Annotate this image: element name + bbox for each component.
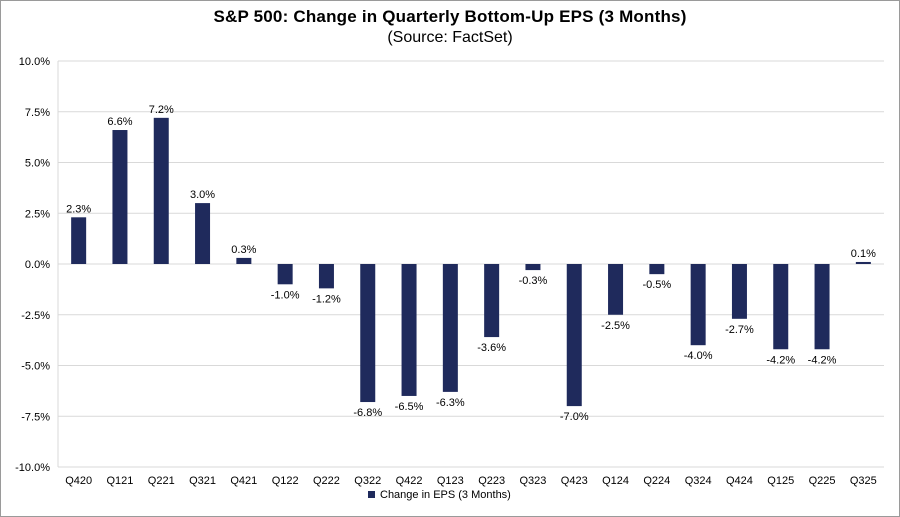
data-label: -2.7% [725, 324, 754, 336]
y-tick-label: 5.0% [25, 158, 50, 170]
data-label: -4.2% [766, 354, 795, 366]
bar [318, 264, 334, 289]
gridlines [57, 60, 884, 468]
bar [484, 264, 500, 338]
x-tick-label: Q420 [65, 475, 92, 487]
data-label: -1.2% [312, 293, 341, 305]
data-label: -6.8% [353, 407, 382, 419]
bar [112, 130, 128, 264]
bar [277, 264, 293, 285]
x-tick-label: Q124 [602, 475, 629, 487]
y-tick-label: -5.0% [21, 361, 50, 373]
y-tick-label: 0.0% [25, 259, 50, 271]
x-tick-label: Q324 [685, 475, 712, 487]
x-tick-label: Q123 [437, 475, 464, 487]
data-label: -4.0% [684, 350, 713, 362]
x-axis-tick-labels: Q420 Q121 Q221 Q321 Q421 Q122 Q222 Q322 Q422 Q123… [65, 475, 877, 487]
chart-title: S&P 500: Change in Quarterly Bottom-Up E… [213, 7, 687, 26]
x-tick-label: Q223 [478, 475, 505, 487]
bar [649, 264, 665, 275]
bar [608, 264, 624, 315]
x-tick-label: Q322 [354, 475, 381, 487]
bar [566, 264, 582, 407]
data-label: -1.0% [271, 289, 300, 301]
x-tick-label: Q122 [272, 475, 299, 487]
bar [401, 264, 417, 396]
data-labels: 2.3% 6.6% 7.2% 3.0% 0.3% -1.0% -1.2% -6.8% -6.5%… [66, 104, 876, 423]
data-label: 7.2% [149, 104, 174, 116]
data-label: -3.6% [477, 342, 506, 354]
x-tick-label: Q423 [561, 475, 588, 487]
bar [195, 203, 211, 264]
legend-swatch [368, 491, 375, 498]
bar [153, 117, 169, 264]
x-tick-label: Q121 [106, 475, 133, 487]
bar [236, 257, 252, 264]
data-label: 2.3% [66, 203, 91, 215]
y-axis-tick-labels: 10.0% 7.5% 5.0% 2.5% 0.0% -2.5% -5.0% -7.5% -10.… [15, 56, 50, 474]
legend: Change in EPS (3 Months) [368, 489, 511, 501]
y-tick-label: -2.5% [21, 310, 50, 322]
data-label: -6.5% [395, 401, 424, 413]
data-label: -6.3% [436, 397, 465, 409]
bar [360, 264, 376, 403]
chart-subtitle: (Source: FactSet) [387, 29, 513, 46]
data-label: 0.1% [851, 248, 876, 260]
y-tick-label: -7.5% [21, 411, 50, 423]
x-tick-label: Q323 [519, 475, 546, 487]
x-tick-label: Q222 [313, 475, 340, 487]
data-label: -0.5% [642, 279, 671, 291]
bar [773, 264, 789, 350]
y-tick-label: 2.5% [25, 208, 50, 220]
data-label: -4.2% [808, 354, 837, 366]
x-tick-label: Q424 [726, 475, 753, 487]
x-tick-label: Q224 [643, 475, 670, 487]
bars [71, 117, 871, 407]
data-label: -0.3% [519, 275, 548, 287]
chart-header: S&P 500: Change in Quarterly Bottom-Up E… [0, 6, 900, 48]
bar [525, 264, 541, 271]
bar [855, 261, 871, 264]
x-tick-label: Q422 [396, 475, 423, 487]
bar [731, 264, 747, 319]
x-tick-label: Q421 [230, 475, 257, 487]
data-label: -7.0% [560, 411, 589, 423]
bar [814, 264, 830, 350]
x-tick-label: Q325 [850, 475, 877, 487]
bar [690, 264, 706, 346]
x-tick-label: Q125 [767, 475, 794, 487]
y-tick-label: 7.5% [25, 107, 50, 119]
data-label: 3.0% [190, 189, 215, 201]
data-label: -2.5% [601, 320, 630, 332]
data-label: 0.3% [231, 244, 256, 256]
data-label: 6.6% [107, 116, 132, 128]
y-tick-label: 10.0% [19, 56, 50, 68]
bar [442, 264, 458, 392]
x-tick-label: Q221 [148, 475, 175, 487]
y-tick-label: -10.0% [15, 462, 50, 474]
legend-label: Change in EPS (3 Months) [380, 489, 511, 501]
x-tick-label: Q225 [809, 475, 836, 487]
bar [71, 217, 87, 264]
x-tick-label: Q321 [189, 475, 216, 487]
